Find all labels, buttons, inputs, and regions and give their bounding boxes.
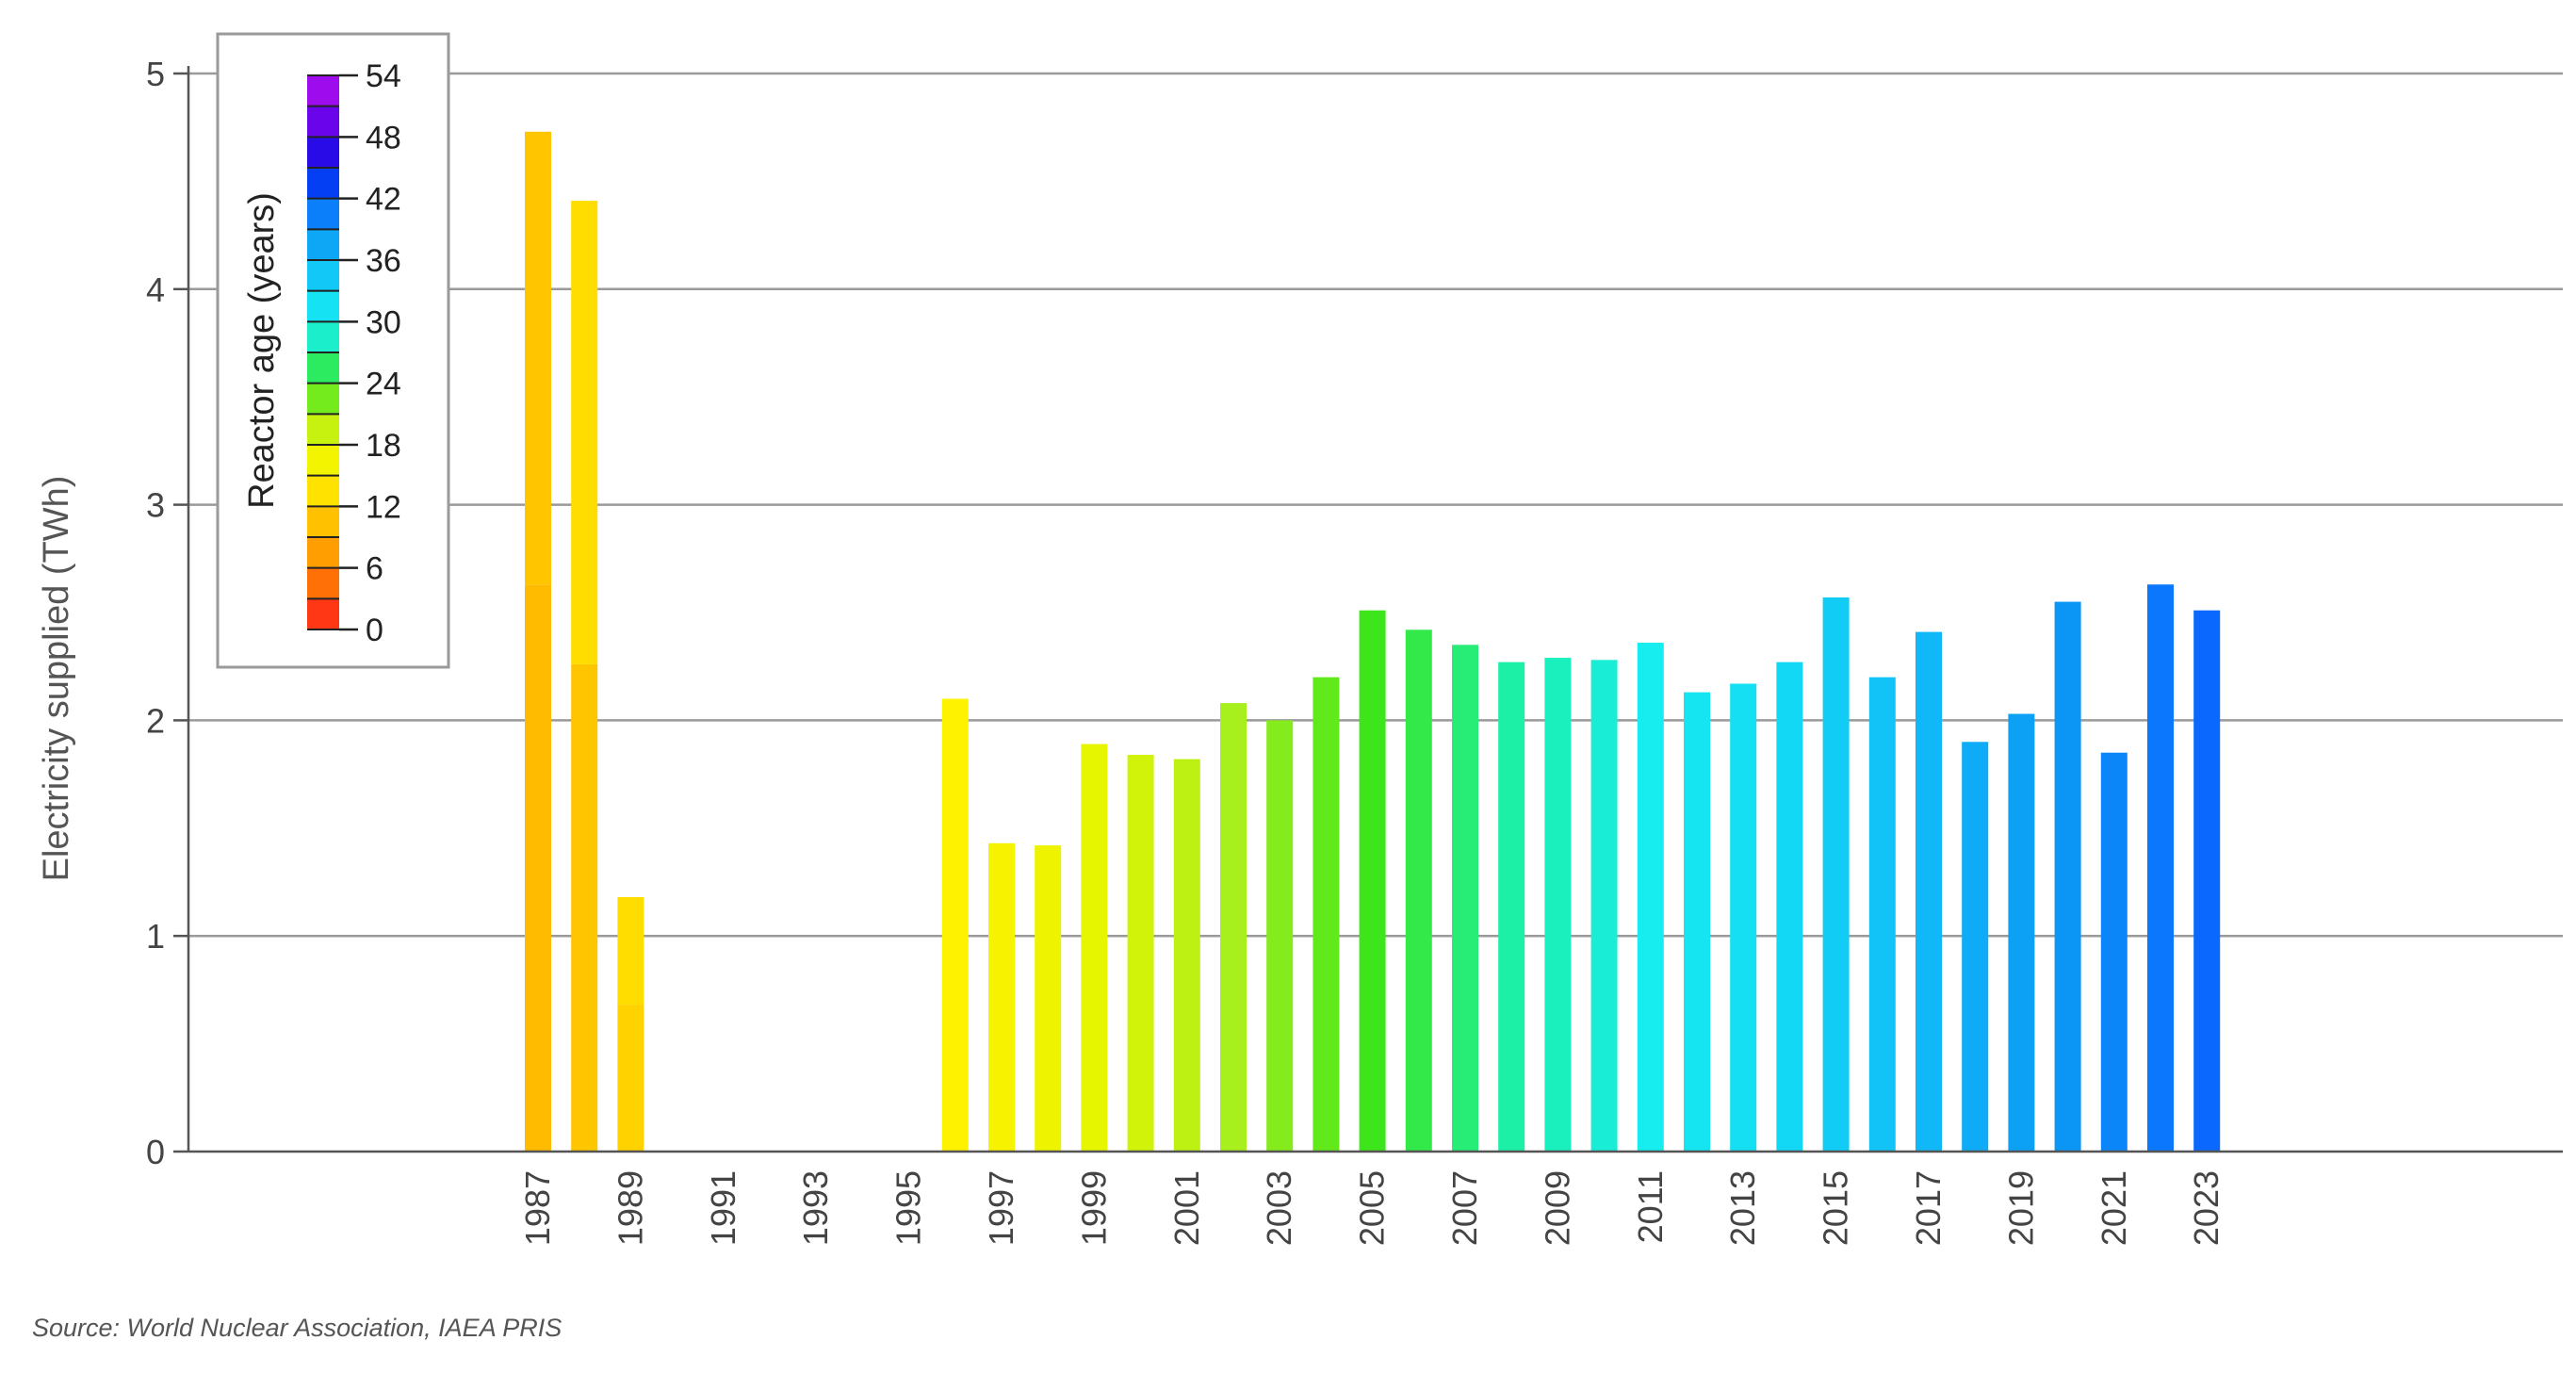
- x-tick-label: 2005: [1353, 1170, 1392, 1246]
- bar-2018: [1962, 742, 1989, 1152]
- x-tick-label: 2023: [2187, 1170, 2225, 1246]
- x-tick-label: 2001: [1167, 1170, 1206, 1246]
- y-tick-label: 5: [146, 55, 165, 93]
- legend-tick-label: 24: [366, 367, 401, 402]
- x-tick-label: 1989: [611, 1170, 649, 1246]
- legend-tick-label: 42: [366, 182, 401, 218]
- x-tick-label: 1995: [889, 1170, 928, 1246]
- bar-2011: [1637, 643, 1664, 1152]
- source-note: Source: World Nuclear Association, IAEA …: [32, 1314, 562, 1342]
- bar-1987: [525, 131, 551, 585]
- legend: Reactor age (years) 0 6 12 18 24 30 36 42 48 54: [216, 32, 450, 669]
- x-tick-label: 1997: [982, 1170, 1020, 1246]
- bar-2017: [1916, 631, 1942, 1152]
- legend-color-block: [307, 506, 339, 537]
- x-tick-label: 1999: [1074, 1170, 1113, 1246]
- legend-tick-label: 48: [366, 120, 401, 155]
- x-tick-label: 1991: [704, 1170, 742, 1246]
- legend-color-block: [307, 106, 339, 138]
- axes: 1987 1989 1991 1993 1995 1997 1999 2001 2003 2005…: [187, 66, 2563, 1246]
- bar-2013: [1730, 683, 1757, 1152]
- legend-color-block: [307, 290, 339, 322]
- y-axis-label: Electricity supplied (TWh): [37, 476, 76, 882]
- bar-2006: [1405, 629, 1432, 1152]
- bar-2003: [1266, 720, 1294, 1152]
- bar-2010: [1590, 660, 1618, 1152]
- bar-2014: [1776, 662, 1803, 1152]
- bar-1989: [617, 1005, 644, 1152]
- y-tick-label: 1: [146, 917, 165, 956]
- legend-colorbar: [307, 75, 339, 629]
- legend-tick-label: 12: [366, 489, 401, 525]
- bar-1997: [988, 842, 1015, 1152]
- legend-color-block: [307, 137, 339, 168]
- bar-1988: [571, 663, 598, 1152]
- legend-tick-label: 54: [366, 58, 401, 94]
- bar-2007: [1452, 645, 1478, 1152]
- legend-color-block: [307, 229, 339, 260]
- legend-color-block: [307, 383, 339, 415]
- bar-1998: [1035, 845, 1062, 1152]
- bar-2019: [2008, 713, 2035, 1152]
- bar-1996: [941, 698, 969, 1152]
- x-tick-label: 1993: [796, 1170, 835, 1246]
- bar-2021: [2100, 752, 2128, 1152]
- legend-ticks: 0 6 12 18 24 30 36 42 48 54: [307, 58, 401, 648]
- x-tick-label: 2007: [1445, 1170, 1484, 1246]
- bar-2023: [2193, 610, 2221, 1152]
- legend-tick-label: 18: [366, 428, 401, 464]
- legend-tick-label: 36: [366, 243, 401, 279]
- legend-color-block: [307, 445, 339, 476]
- bar-1988: [571, 200, 598, 664]
- x-tick-label: 2011: [1631, 1170, 1670, 1243]
- legend-tick-label: 6: [366, 551, 383, 587]
- y-tick-label: 0: [146, 1133, 165, 1171]
- legend-title: Reactor age (years): [242, 192, 282, 509]
- bar-2016: [1868, 677, 1896, 1152]
- bar-2022: [2147, 584, 2174, 1152]
- bar-2004: [1312, 677, 1340, 1152]
- bar-2015: [1822, 597, 1850, 1152]
- bar-2009: [1544, 658, 1572, 1152]
- bar-1989: [617, 897, 644, 1005]
- bars: [525, 131, 2221, 1152]
- bar-2001: [1173, 759, 1200, 1152]
- x-tick-label: 2009: [1538, 1170, 1576, 1246]
- y-tick-label: 2: [146, 701, 165, 740]
- x-tick-label: 2013: [1723, 1170, 1762, 1246]
- bar-2012: [1684, 692, 1710, 1152]
- bar-2002: [1220, 703, 1247, 1152]
- y-tick-label: 3: [146, 486, 165, 525]
- legend-color-block: [307, 475, 339, 507]
- bar-2005: [1359, 610, 1386, 1152]
- x-tick-label: 2015: [1817, 1170, 1855, 1246]
- legend-color-block: [307, 598, 339, 629]
- legend-color-block: [307, 75, 339, 106]
- x-tick-label: 1987: [518, 1170, 557, 1246]
- legend-color-block: [307, 198, 339, 230]
- legend-tick-label: 0: [366, 613, 383, 648]
- bar-1987: [525, 584, 551, 1152]
- x-tick-label: 2003: [1260, 1170, 1298, 1246]
- bar-2020: [2054, 601, 2081, 1152]
- bar-2000: [1127, 755, 1154, 1152]
- legend-color-block: [307, 352, 339, 384]
- y-tick-label: 4: [146, 270, 165, 309]
- x-tick-label: 2021: [2095, 1170, 2133, 1246]
- legend-color-block: [307, 567, 339, 599]
- x-tick-label: 2017: [1909, 1170, 1948, 1246]
- legend-color-block: [307, 321, 339, 352]
- legend-color-block: [307, 168, 339, 199]
- legend-color-block: [307, 260, 339, 291]
- legend-color-block: [307, 414, 339, 445]
- bar-2008: [1498, 662, 1525, 1152]
- x-tick-label: 2019: [2001, 1170, 2040, 1246]
- legend-tick-label: 30: [366, 304, 401, 340]
- bar-1999: [1081, 744, 1108, 1152]
- legend-color-block: [307, 537, 339, 568]
